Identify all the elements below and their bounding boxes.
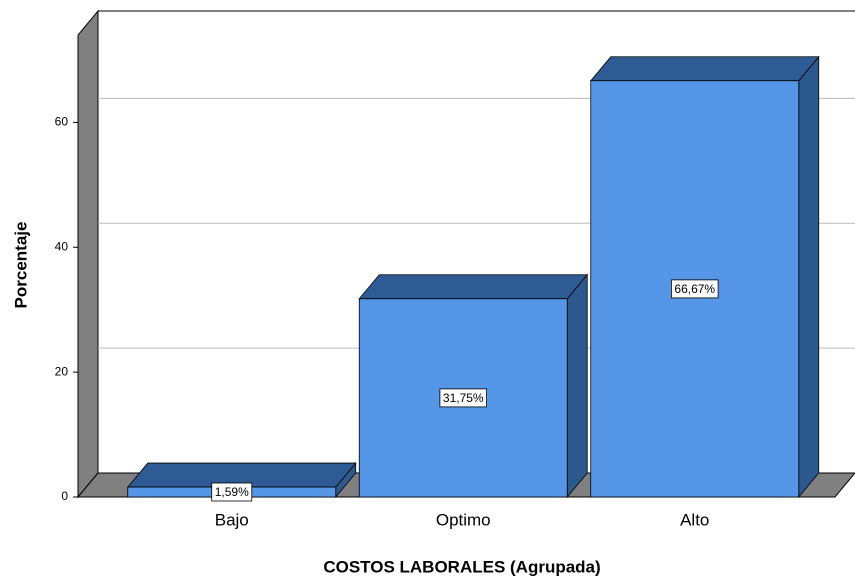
value-label-box: [439, 388, 488, 408]
y-tick-label: 0: [61, 489, 68, 503]
value-label-box: [670, 279, 719, 299]
bar-side: [798, 55, 820, 499]
value-label-box: [211, 482, 253, 502]
left-wall: [77, 9, 99, 499]
value-label: 1,59%: [215, 485, 249, 499]
x-tick-label: Optimo: [436, 510, 491, 529]
y-tick-label: 20: [55, 364, 69, 378]
y-axis-title: Porcentaje: [11, 222, 30, 309]
bar-top: [358, 274, 589, 300]
value-label: 31,75%: [443, 391, 484, 405]
bar-side: [566, 273, 588, 499]
x-tick-label: Alto: [680, 510, 709, 529]
value-label: 66,67%: [674, 282, 715, 296]
y-tick-label: 40: [55, 239, 69, 253]
y-tick-label: 60: [55, 115, 69, 129]
bar-top: [589, 56, 820, 82]
x-tick-label: Bajo: [215, 510, 249, 529]
x-axis-title: COSTOS LABORALES (Agrupada): [323, 557, 600, 576]
